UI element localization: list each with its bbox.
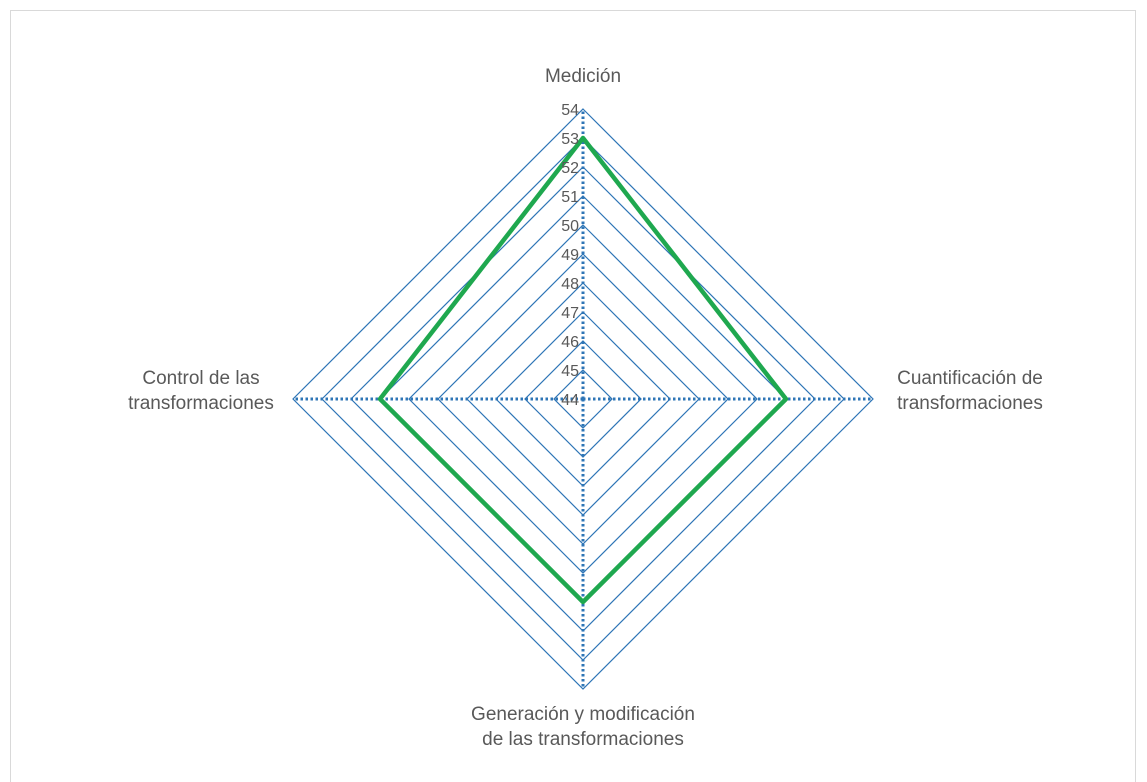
grid-ring-2	[524, 340, 642, 458]
grid-ring-1	[553, 369, 613, 429]
tick-label-6: 50	[561, 218, 579, 235]
tick-label-2: 46	[561, 334, 579, 351]
tick-label-4: 48	[561, 276, 579, 293]
radar-axes	[293, 109, 873, 689]
category-label-0: Medición	[545, 66, 621, 87]
tick-label-8: 52	[561, 160, 579, 177]
category-label-line: transformaciones	[128, 393, 274, 414]
category-label-2: Generación y modificación de las transfor…	[471, 704, 695, 750]
category-label-line: transformaciones	[897, 393, 1043, 414]
category-label-line: Cuantificación de	[897, 368, 1043, 389]
category-label-line: Medición	[545, 66, 621, 87]
tick-label-7: 51	[561, 189, 579, 206]
tick-label-5: 49	[561, 247, 579, 264]
radar-series	[377, 135, 789, 605]
grid-ring-10	[292, 108, 874, 690]
category-label-1: Cuantificación de transformaciones	[897, 368, 1043, 414]
category-label-line: de las transformaciones	[482, 729, 684, 750]
series-line-0	[377, 135, 789, 605]
tick-label-3: 47	[561, 305, 579, 322]
radar-tick-labels: 44 45 46 47 48 49 50 51 52 53 54	[561, 102, 579, 409]
tick-label-9: 53	[561, 131, 579, 148]
category-label-line: Generación y modificación	[471, 704, 695, 725]
category-label-3: Control de las transformaciones	[128, 368, 274, 414]
radar-category-labels: Medición Cuantificación de transformacione…	[128, 66, 1043, 750]
tick-label-1: 45	[561, 363, 579, 380]
tick-label-10: 54	[561, 102, 579, 119]
tick-label-0: 44	[561, 392, 579, 409]
chart-area	[10, 10, 1136, 782]
grid-ring-6	[408, 224, 758, 574]
category-label-line: Control de las	[142, 368, 259, 389]
